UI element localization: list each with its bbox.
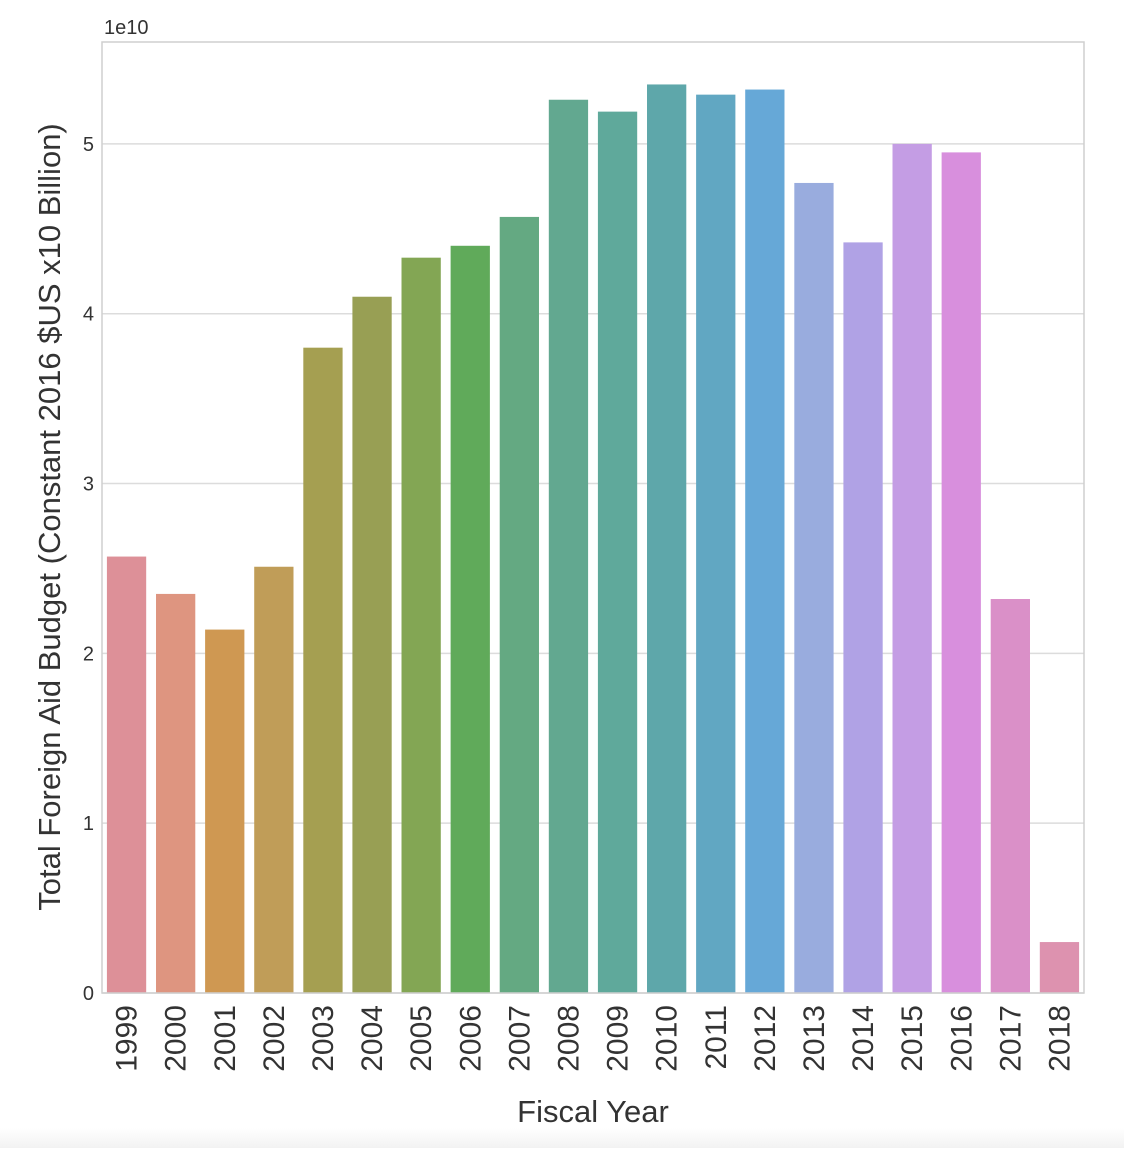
x-tick-label: 2000 [160, 1005, 193, 1072]
x-tick-label: 2014 [847, 1005, 880, 1072]
bar-2018 [1039, 942, 1080, 993]
bar-2013 [794, 182, 834, 993]
bar-1999 [106, 556, 147, 993]
x-tick-label: 2009 [602, 1005, 635, 1072]
bar-2003 [303, 347, 343, 993]
x-tick-label: 2003 [307, 1005, 340, 1072]
bars [106, 84, 1080, 994]
bar-2010 [647, 84, 687, 993]
bar-2008 [548, 99, 589, 994]
bar-2001 [205, 629, 245, 993]
x-tick-label: 2016 [945, 1005, 978, 1072]
x-tick-label: 2002 [258, 1005, 291, 1072]
x-tick-label: 2004 [356, 1005, 389, 1072]
plot-frame [101, 41, 1085, 994]
x-tick-label: 2013 [798, 1005, 831, 1072]
bottom-fade [0, 1128, 1124, 1148]
x-tick-label: 2006 [454, 1005, 487, 1072]
bar-2016 [941, 152, 981, 994]
x-tick-label: 2001 [209, 1005, 242, 1072]
bar-2015 [892, 143, 932, 994]
plot-background [102, 42, 1084, 993]
x-axis-label: Fiscal Year [517, 1094, 669, 1129]
y-tick-label: 3 [83, 474, 94, 496]
bar-2004 [352, 296, 392, 993]
bar-2006 [450, 245, 490, 994]
y-tick-label: 4 [83, 304, 94, 326]
x-tick-label: 2017 [994, 1005, 1027, 1072]
bar-2017 [990, 599, 1030, 993]
y-tick-label: 1 [83, 813, 94, 835]
x-tick-label: 2010 [651, 1005, 684, 1072]
x-tick-label: 2012 [749, 1005, 782, 1072]
bar-2000 [156, 593, 196, 993]
y-tick-label: 0 [83, 983, 94, 1005]
x-tick-label: 2018 [1043, 1005, 1076, 1072]
bar-2011 [696, 94, 736, 993]
x-tick-label: 2005 [405, 1005, 438, 1072]
x-tick-labels: 1999 2000 2001 2002 2003 2004 2005 2006 2007 2008… [111, 1005, 1077, 1072]
y-tick-label: 5 [83, 134, 94, 156]
x-tick-label: 2015 [896, 1005, 929, 1072]
x-tick-label: 2008 [552, 1005, 585, 1072]
bar-2012 [745, 89, 785, 994]
y-offset-label: 1e10 [104, 17, 149, 39]
bar-2007 [499, 216, 539, 993]
y-tick-label: 2 [83, 643, 94, 665]
y-axis-label: Total Foreign Aid Budget (Constant 2016 … [32, 123, 67, 911]
bar-2014 [843, 242, 883, 993]
bar-2009 [597, 111, 638, 994]
y-tick-labels: 0 1 2 3 4 5 [83, 134, 94, 1005]
bar-2005 [401, 257, 441, 993]
x-tick-label: 1999 [111, 1005, 144, 1072]
x-tick-label: 2011 [700, 1005, 733, 1070]
bar-2002 [254, 566, 294, 993]
x-tick-label: 2007 [503, 1005, 536, 1072]
